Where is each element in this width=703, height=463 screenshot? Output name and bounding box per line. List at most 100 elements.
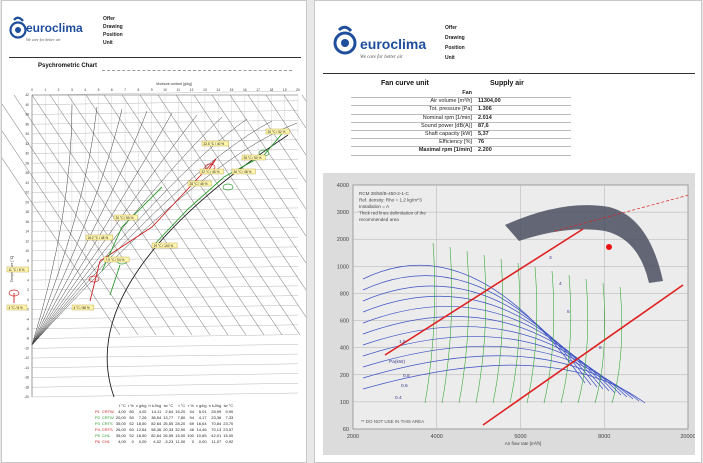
moisture-tick-label: 18 [270,88,274,92]
process-table-cell: 15,00 [175,433,186,438]
meta-drawing: Drawing [103,24,123,30]
process-table-cell: 23,57 [223,427,234,432]
process-table-cell: 7,80 [177,415,186,420]
temperature-tick-label: -10 [24,346,29,350]
state-label: 11 °C / 8 % [9,268,25,272]
process-table-cell: 52 [129,433,134,438]
meta-position: Position [103,32,123,38]
brand-name: euroclima [26,21,83,35]
state-label: 28 °C / 45 % [190,182,208,186]
fan-data-table: Fan Air volume [m³/h] 11304,00 Tot. pressur… [351,90,571,156]
fan-table-value: 76 [475,138,571,148]
fan-table-label: Efficiency [%] [351,138,475,148]
process-table-cell: P5 [95,433,100,438]
fan-table-value [475,90,571,99]
process-table-cell: 7,33 [225,415,234,420]
fan-table-row: Tot. pressure [Pa] 1.306 [351,105,571,115]
state-point-marker [88,275,100,283]
efficiency-curve [543,270,555,404]
fan-x-tick-label: 2000 [347,434,359,440]
process-table-cell: 18,50 [136,433,147,438]
process-table-cell: P6 [95,439,100,444]
temperature-tick-label: 42 [25,93,29,97]
process-table-cell: CRTW [101,415,114,420]
curve-label: 5 [567,309,570,315]
process-table-cell: 2,64 [165,409,174,414]
efficiency-curve [441,246,453,404]
curve-label: 3 [549,255,552,261]
process-line [151,128,287,248]
state-label: 28 °C / 50 % [244,156,262,160]
temperature-tick-label: 16 [25,220,29,224]
process-table-cell: 0,92 [225,439,234,444]
dry-bulb-line [31,324,299,329]
efficiency-curve [509,262,521,404]
brand-slogan: We care for better air [26,37,61,42]
state-label: 4 °C / 88 % [74,306,90,310]
fan-table-value: 87,6 [475,122,571,132]
dry-bulb-line [31,217,299,222]
temperature-tick-label: 34 [25,132,29,136]
state-label-box [187,180,212,187]
efficiency-curve [458,250,470,404]
fan-y-tick-label: 600 [340,319,349,325]
recommended-limit-line [384,228,584,356]
relative-humidity-curve [31,112,173,346]
process-table-cell: 16,64 [196,421,207,426]
process-table-cell: 26,00 [115,427,126,432]
process-table-cell: CRTS [101,427,113,432]
fan-speed-curve [362,345,634,400]
header-rule [9,57,301,58]
fan-x-tick-label: 8000 [598,434,610,440]
state-label-box [265,128,290,135]
saturation-curve [106,134,289,398]
enthalpy-line [103,94,265,336]
dry-bulb-line [31,373,299,378]
curve-label: 0.4 [395,395,402,401]
dry-bulb-line [31,363,299,368]
temperature-tick-label: -20 [24,395,29,399]
process-table-cell: 38,54 [151,415,162,420]
fan-table-label: Sound power [dB(A)] [351,122,475,132]
state-label: 20 °C / 50 % [116,216,134,220]
process-table-header: tw °C [223,403,234,408]
process-table-cell: 0 [191,439,194,444]
efficiency-curve [611,286,623,404]
process-table-row: P6 CH1 4,00 0 0,00 4,02 -3,23 11,00 0 0,00 11,07 0,… [94,439,234,445]
operating-point [606,244,612,250]
relative-humidity-curve [31,106,98,346]
moisture-tick-label: 7 [124,88,126,92]
moisture-tick-label: 5 [98,88,100,92]
process-table-header: tw °C [163,403,174,408]
relative-humidity-curve [31,108,123,346]
process-table-cell: 20,33 [163,427,174,432]
moisture-tick-label: 11 [177,88,181,92]
moisture-tick-label: 15 [230,88,234,92]
process-table-cell: -3,23 [164,439,174,444]
temperature-tick-label: 38 [25,113,29,117]
process-table-cell: 52 [129,421,134,426]
fan-table-label: Fan [351,90,475,99]
temperature-tick-label: 22 [25,191,29,195]
moisture-tick-label: 1 [44,88,46,92]
moisture-tick-label: 19 [283,88,287,92]
fan-table-label: Nominal rpm [1/min] [351,114,475,123]
fan-y-tick-label: 3000 [337,210,349,216]
process-table-cell: 82,64 [151,433,162,438]
dry-bulb-line [31,236,299,242]
moisture-tick-label: 12 [190,88,194,92]
fan-y-tick-label: 2000 [337,237,349,243]
dry-bulb-line [31,90,299,96]
chart-note: Installation = A [359,204,390,209]
relative-humidity-curve [31,116,223,346]
dry-bulb-line [31,295,299,300]
enthalpy-line [211,94,306,237]
process-table-cell: 0 [131,439,134,444]
meta-drawing: Drawing [445,35,465,41]
efficiency-curve [577,278,589,404]
state-label: 22 °C / 45 % [202,170,220,174]
dry-bulb-line [31,246,299,252]
fan-table-label: Tot. pressure [Pa] [351,105,475,115]
moisture-tick-label: 0 [31,88,33,92]
process-table-header: x g/kg [195,403,207,408]
